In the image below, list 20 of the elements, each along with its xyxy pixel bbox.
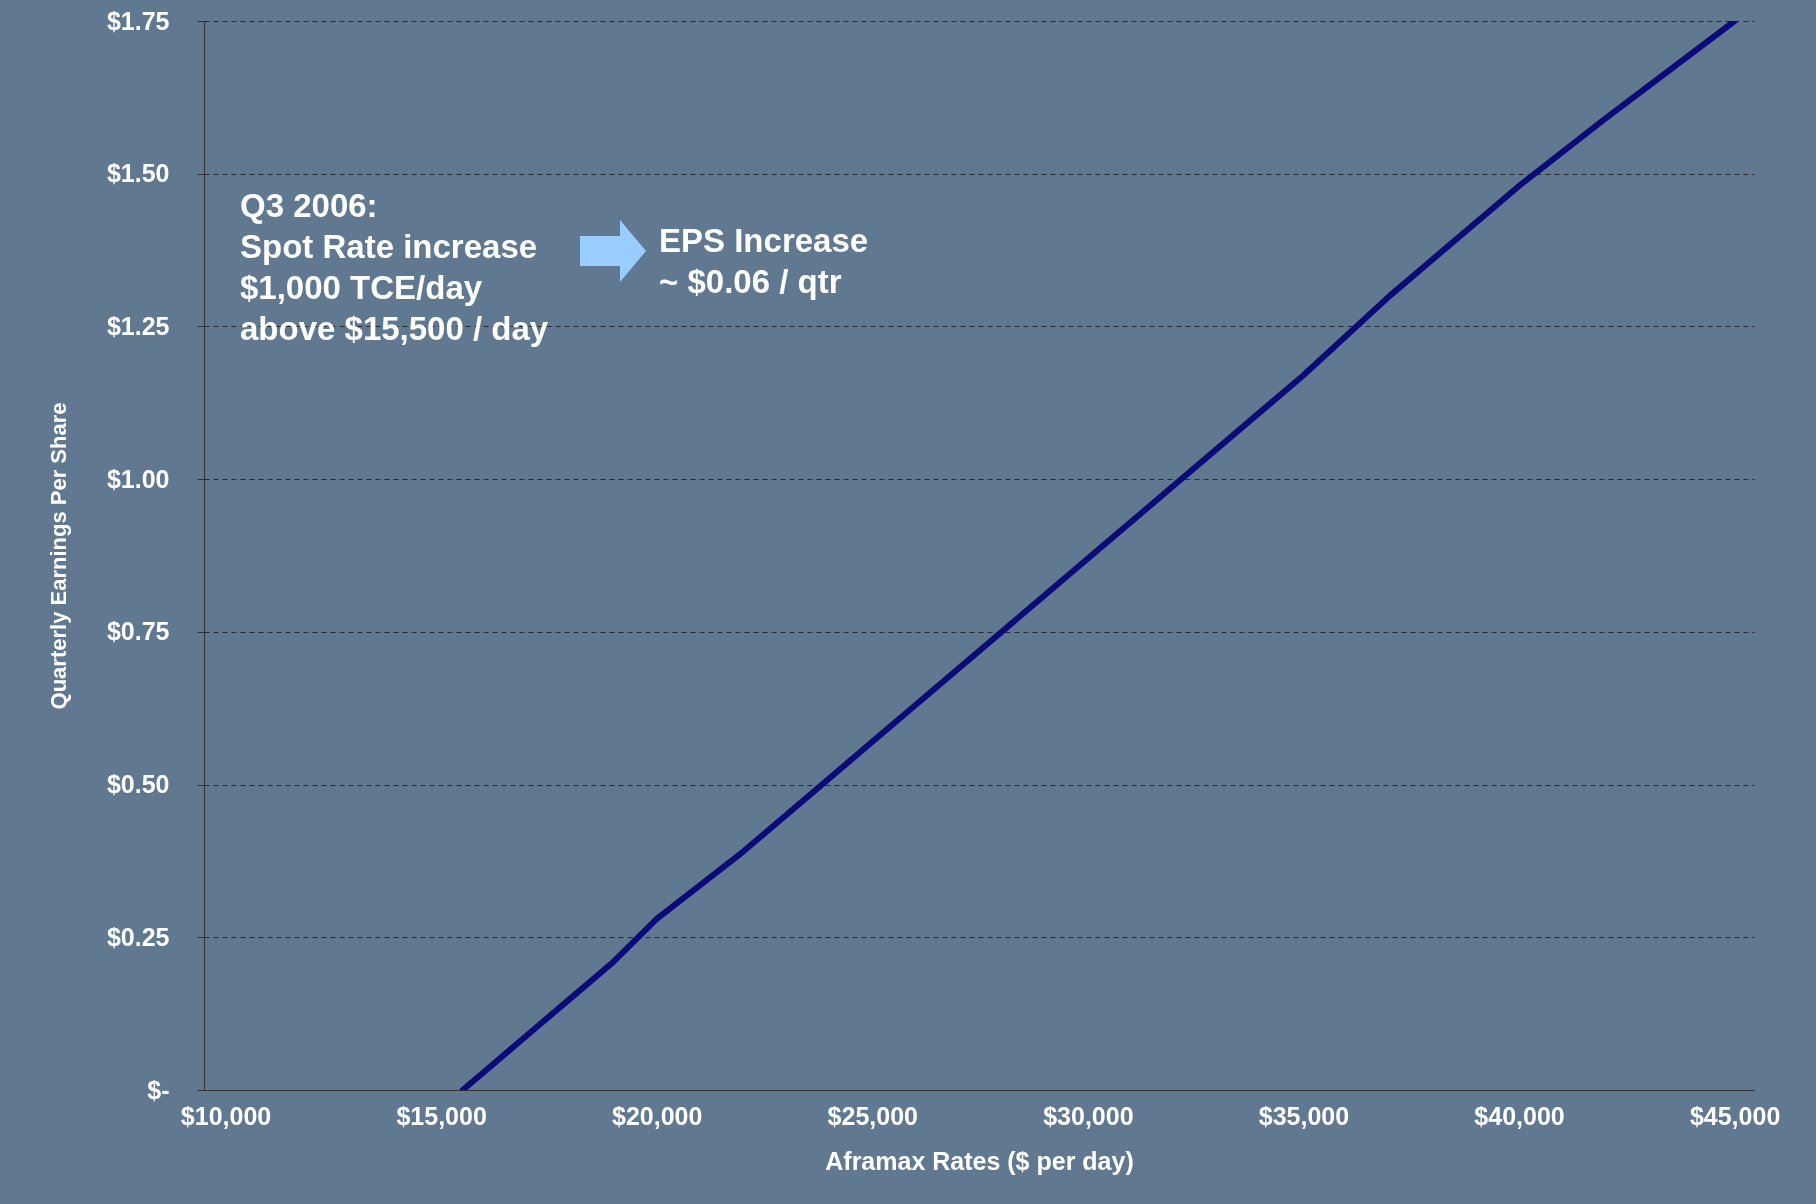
y-tick-label: $1.25 bbox=[106, 311, 170, 340]
x-axis-title: Aframax Rates ($ per day) bbox=[825, 1146, 1134, 1175]
y-tick-label: $0.25 bbox=[106, 922, 170, 951]
y-tick-label: $1.00 bbox=[106, 464, 170, 493]
y-tick-label: $1.50 bbox=[106, 159, 170, 188]
x-tick-label: $15,000 bbox=[396, 1101, 487, 1130]
y-axis-title: Quarterly Earnings Per Share bbox=[45, 402, 71, 710]
x-tick-label: $25,000 bbox=[827, 1101, 918, 1130]
x-tick-label: $10,000 bbox=[180, 1101, 272, 1130]
x-tick-label: $35,000 bbox=[1258, 1101, 1350, 1130]
x-tick-label: $30,000 bbox=[1043, 1101, 1134, 1130]
y-tick-label: $- bbox=[147, 1075, 170, 1104]
annotation: EPS Increase ~ $0.06 / qtr bbox=[659, 222, 869, 300]
x-tick-label: $45,000 bbox=[1689, 1101, 1781, 1130]
x-tick-label: $40,000 bbox=[1474, 1101, 1565, 1130]
annotation: Q3 2006: Spot Rate increase $1,000 TCE/day above $15,500 / day bbox=[240, 187, 549, 347]
y-tick-label: $0.50 bbox=[106, 770, 170, 799]
y-tick-label: $0.75 bbox=[106, 617, 170, 646]
x-tick-label: $20,000 bbox=[612, 1101, 703, 1130]
y-tick-label: $1.75 bbox=[106, 6, 170, 35]
